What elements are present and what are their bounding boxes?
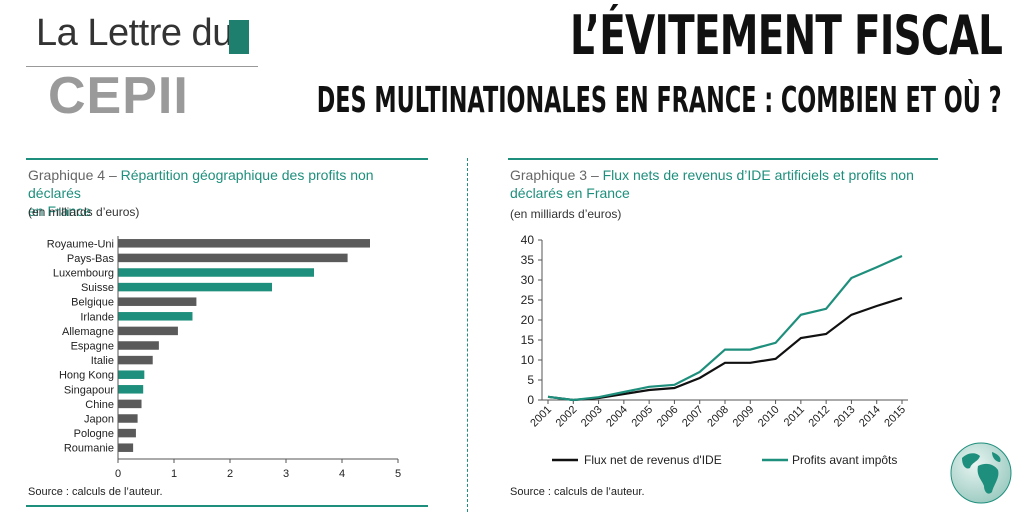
left-panel-rule xyxy=(26,158,428,160)
line-chart: 0 5 10 15 20 25 30 35 40 2001 2002 2003 2004 2005 2006… xyxy=(521,233,908,467)
x-tick-label: 0 xyxy=(115,468,121,480)
left-chart-title-line2: en France xyxy=(28,203,92,219)
series-line-ide xyxy=(547,296,903,402)
left-chart-unit: (en milliards d’euros) xyxy=(28,205,140,219)
bar-category-label: Luxembourg xyxy=(53,268,114,280)
bar-category-label: Irlande xyxy=(80,311,114,323)
logo-rule xyxy=(26,66,258,67)
page-subtitle: DES MULTINATIONALES EN FRANCE : COMBIEN … xyxy=(317,80,1002,121)
bar xyxy=(118,341,159,350)
bar xyxy=(118,428,136,438)
bar-category-label: Suisse xyxy=(81,282,114,294)
series-line-profits xyxy=(547,254,903,402)
logo-line1: La Lettre du xyxy=(36,12,233,54)
y-tick-label: 30 xyxy=(521,273,535,287)
x-tick-label: 3 xyxy=(283,468,289,480)
left-chart-title-rest: Répartition géographique des profits non… xyxy=(28,167,374,201)
bar xyxy=(118,326,178,336)
bar xyxy=(118,239,370,248)
x-tick-label: 2008 xyxy=(705,404,731,430)
bar xyxy=(118,370,145,379)
cepii-logo: La Lettre du CEPII xyxy=(22,8,262,128)
x-tick-label: 2005 xyxy=(629,404,655,430)
left-chart-source: Source : calculs de l’auteur. xyxy=(28,486,163,498)
left-chart-title-prefix: Graphique 4 – xyxy=(28,167,121,183)
bar-category-label: Belgique xyxy=(71,297,114,309)
x-tick-label: 2004 xyxy=(604,404,630,430)
x-tick-label: 2001 xyxy=(528,404,554,430)
bar-category-label: Italie xyxy=(91,355,114,367)
x-tick-label: 1 xyxy=(171,468,177,480)
x-tick-label: 2006 xyxy=(655,404,681,430)
x-tick-label: 2014 xyxy=(857,404,883,430)
x-tick-label: 2009 xyxy=(731,404,757,430)
bar xyxy=(118,399,142,409)
right-chart-title-rest: Flux nets de revenus d’IDE artificiels e… xyxy=(602,167,914,183)
left-panel-bottom-rule xyxy=(26,505,428,507)
bar-category-label: Pays-Bas xyxy=(67,253,115,265)
legend-label: Flux net de revenus d'IDE xyxy=(584,453,722,467)
y-tick-label: 25 xyxy=(521,293,535,307)
x-tick-label: 2012 xyxy=(806,404,832,430)
bar-category-label: Hong Kong xyxy=(59,370,114,382)
y-tick-label: 0 xyxy=(527,393,534,407)
globe-icon xyxy=(950,442,1012,504)
left-chart-title: Graphique 4 – Répartition géographique d… xyxy=(28,166,428,220)
bar-chart: Royaume-Uni Pays-Bas Luxembourg Suisse Belgi… xyxy=(47,236,401,480)
x-tick-label: 2003 xyxy=(579,404,605,430)
logo-square xyxy=(229,20,249,54)
x-tick-label: 2013 xyxy=(832,404,858,430)
x-tick-label: 2 xyxy=(227,468,233,480)
bar-category-label: Roumanie xyxy=(64,443,114,455)
x-tick-label: 4 xyxy=(339,468,345,480)
bar-category-label: Espagne xyxy=(71,341,114,353)
bar xyxy=(118,282,272,292)
bar xyxy=(118,355,153,365)
bar-category-label: Allemagne xyxy=(62,326,114,338)
y-tick-label: 35 xyxy=(521,253,535,267)
y-tick-label: 5 xyxy=(527,373,534,387)
x-tick-label: 2011 xyxy=(782,404,807,429)
y-tick-label: 20 xyxy=(521,313,535,327)
bar xyxy=(118,297,197,306)
bar-category-label: Pologne xyxy=(74,428,114,440)
y-tick-label: 40 xyxy=(521,233,535,247)
bar xyxy=(118,312,193,321)
x-tick-label: 2015 xyxy=(882,404,908,430)
right-chart-unit: (en milliards d’euros) xyxy=(510,207,622,221)
right-chart-title-line2: déclarés en France xyxy=(510,185,630,201)
x-tick-label: 5 xyxy=(395,468,401,480)
bar xyxy=(118,268,314,277)
x-tick-label: 2002 xyxy=(554,404,580,430)
x-tick-label: 2007 xyxy=(680,404,706,430)
right-chart-source: Source : calculs de l’auteur. xyxy=(510,486,645,498)
right-panel-rule xyxy=(508,158,938,160)
panel-divider xyxy=(467,158,468,512)
bar xyxy=(118,443,134,452)
bar-category-label: Chine xyxy=(85,399,114,411)
bar-category-label: Royaume-Uni xyxy=(47,238,114,250)
legend-label: Profits avant impôts xyxy=(792,453,897,467)
right-chart-title-prefix: Graphique 3 – xyxy=(510,167,603,183)
bar xyxy=(118,385,144,394)
bar xyxy=(118,253,348,263)
x-tick-label: 2010 xyxy=(756,404,782,430)
right-chart-title: Graphique 3 – Flux nets de revenus d’IDE… xyxy=(510,166,940,202)
y-tick-label: 15 xyxy=(521,333,535,347)
y-tick-label: 10 xyxy=(521,353,535,367)
bar-category-label: Japon xyxy=(84,414,114,426)
logo-line2: CEPII xyxy=(48,67,189,125)
bar xyxy=(118,414,138,423)
page-title: L’ÉVITEMENT FISCAL xyxy=(569,4,1003,67)
bar-category-label: Singapour xyxy=(64,384,114,396)
